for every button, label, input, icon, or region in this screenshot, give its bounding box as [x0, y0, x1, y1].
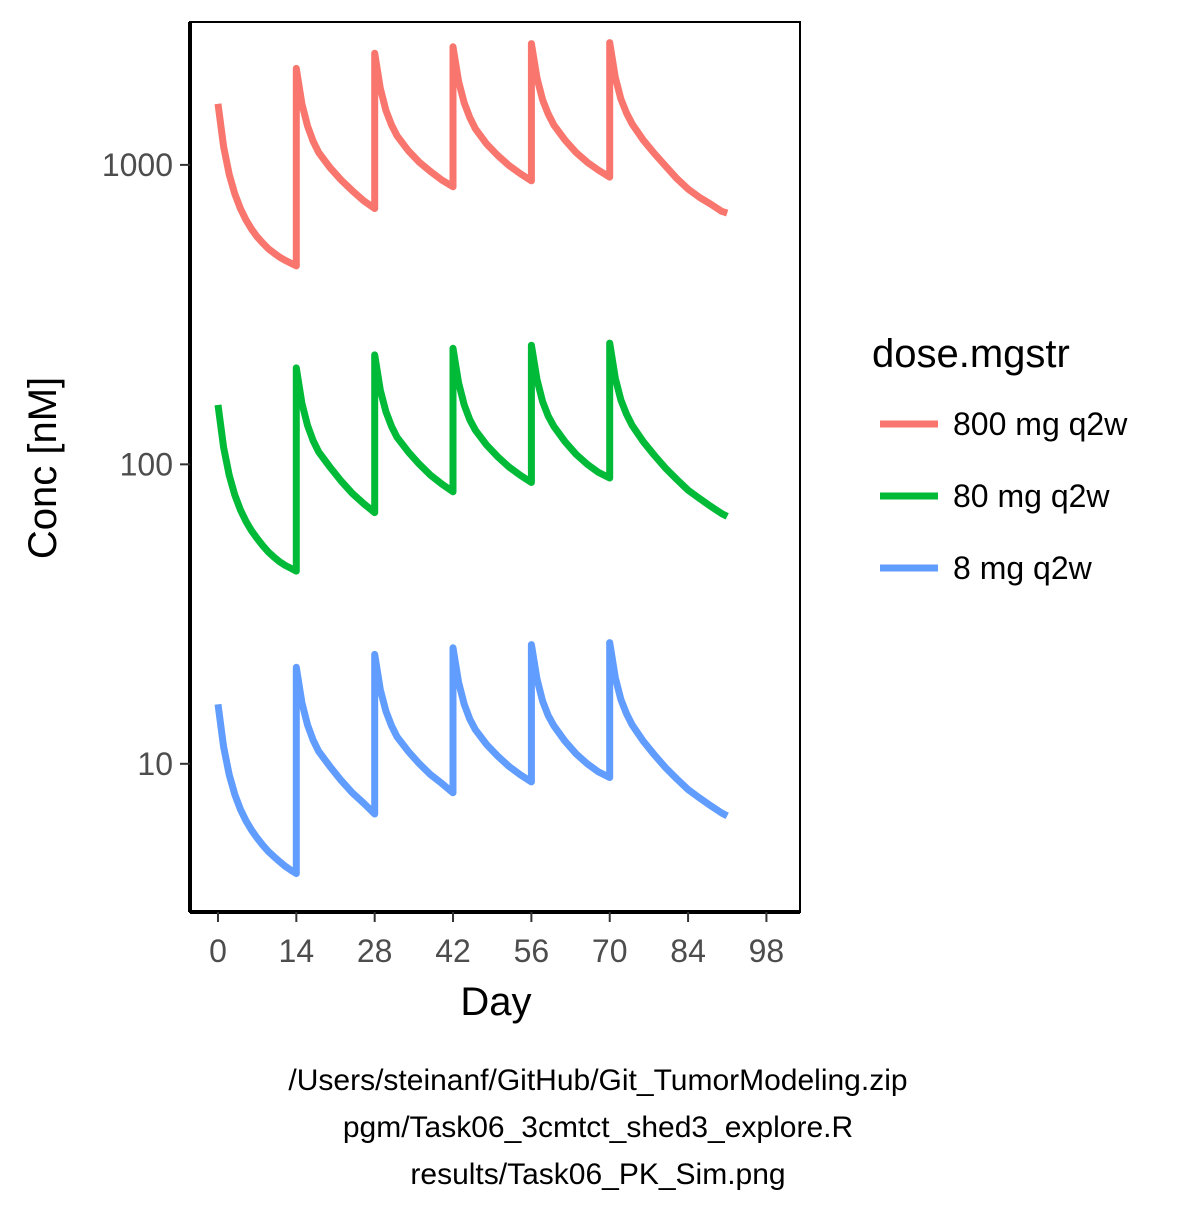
series-line-2	[214, 339, 729, 575]
x-axis: 0 14 28 42 56 70 84 98	[190, 910, 800, 969]
caption: /Users/steinanf/GitHub/Git_TumorModeling…	[288, 1064, 907, 1191]
y-tick-label: 10	[137, 746, 173, 782]
series-layer	[214, 39, 729, 878]
x-tick-label: 0	[209, 933, 227, 969]
y-tick-label: 100	[120, 446, 173, 482]
panel-frame	[189, 21, 801, 913]
caption-line-3: results/Task06_PK_Sim.png	[410, 1158, 785, 1191]
legend-label-3: 8 mg q2w	[953, 550, 1093, 586]
series-line-3	[214, 639, 729, 878]
y-axis: 10 100 1000	[102, 22, 192, 912]
x-tick-label: 84	[670, 933, 706, 969]
series-line-1	[214, 39, 729, 270]
x-tick-label: 56	[514, 933, 550, 969]
x-tick-label: 70	[592, 933, 628, 969]
legend: dose.mgstr 800 mg q2w 80 mg q2w 8 mg q2w	[872, 332, 1128, 586]
y-axis-title: Conc [nM]	[21, 377, 65, 559]
x-tick-label: 28	[357, 933, 393, 969]
caption-line-1: /Users/steinanf/GitHub/Git_TumorModeling…	[288, 1064, 907, 1097]
x-tick-label: 98	[749, 933, 785, 969]
legend-title: dose.mgstr	[872, 332, 1070, 376]
x-tick-label: 42	[435, 933, 471, 969]
x-axis-title: Day	[460, 980, 531, 1024]
legend-label-1: 800 mg q2w	[953, 406, 1128, 442]
legend-label-2: 80 mg q2w	[953, 478, 1110, 514]
y-tick-label: 1000	[102, 147, 173, 183]
caption-line-2: pgm/Task06_3cmtct_shed3_explore.R	[343, 1111, 853, 1144]
x-tick-label: 14	[279, 933, 315, 969]
